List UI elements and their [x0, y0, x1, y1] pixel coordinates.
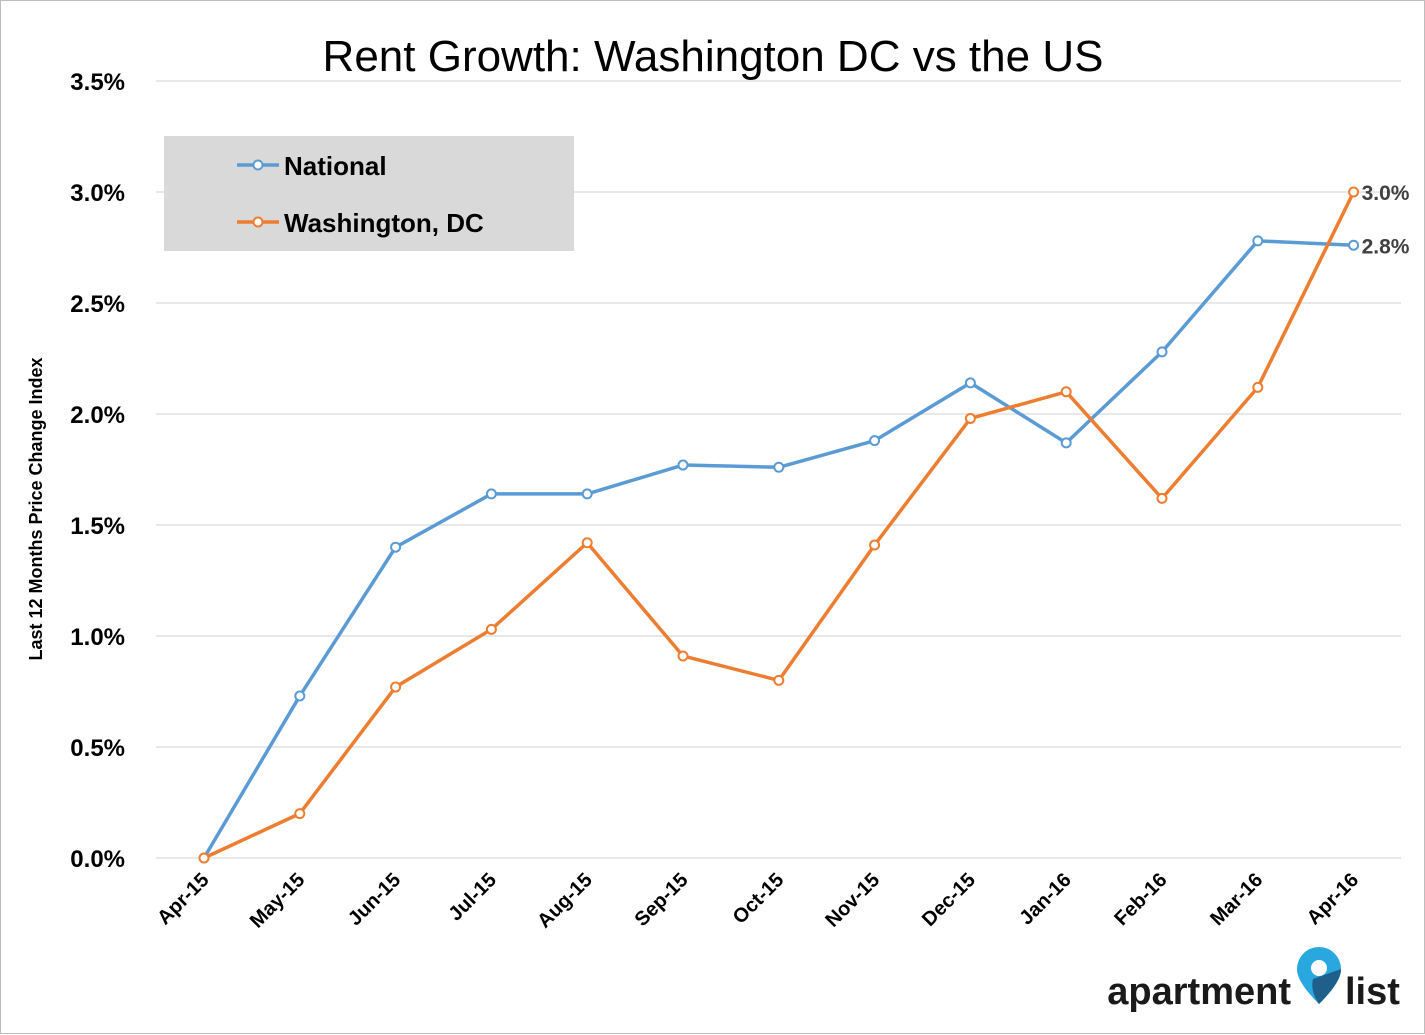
y-tick-label: 3.5% — [70, 69, 125, 96]
data-label-national: 2.8% — [1362, 235, 1410, 258]
data-point-washington-dc — [1156, 492, 1168, 504]
legend-label-national: National — [284, 151, 387, 181]
y-axis-label: Last 12 Months Price Change Index — [26, 357, 46, 660]
data-point-national — [677, 459, 689, 471]
x-tick-label: Sep-15 — [631, 869, 693, 931]
x-tick-label: Jan-16 — [1015, 869, 1075, 929]
data-point-washington-dc — [294, 808, 306, 820]
data-point-national — [869, 435, 881, 447]
data-point-washington-dc — [869, 539, 881, 551]
y-tick-label: 2.5% — [70, 291, 125, 318]
y-tick-label: 0.0% — [70, 846, 125, 873]
data-point-washington-dc — [1252, 381, 1264, 393]
legend-marker-national — [252, 159, 264, 171]
data-point-washington-dc — [677, 650, 689, 662]
y-tick-label: 0.5% — [70, 735, 125, 762]
logo-text-list: list — [1345, 971, 1400, 1013]
data-point-national — [1156, 346, 1168, 358]
series-group: 2.8% 3.0% — [198, 182, 1410, 864]
series-line-national — [202, 239, 1354, 859]
data-point-national — [390, 541, 402, 553]
legend-background — [164, 136, 574, 251]
data-point-national — [1060, 437, 1072, 449]
data-point-national — [581, 488, 593, 500]
data-point-national — [964, 377, 976, 389]
legend-label-washington-dc: Washington, DC — [284, 208, 484, 238]
x-tick-label: Oct-15 — [729, 869, 789, 929]
data-point-washington-dc — [390, 681, 402, 693]
data-point-washington-dc — [1348, 186, 1360, 198]
y-tick-label: 1.0% — [70, 624, 125, 651]
data-point-national — [485, 488, 497, 500]
x-axis-ticks: Apr-15 May-15 Jun-15 Jul-15 Aug-15 Sep-15 Oct-… — [153, 869, 1363, 933]
y-axis-ticks: 0.0% 0.5% 1.0% 1.5% 2.0% 2.5% 3.0% 3.5% — [70, 69, 125, 873]
x-tick-label: Aug-15 — [533, 869, 596, 932]
data-point-national — [294, 690, 306, 702]
x-tick-label: Dec-15 — [918, 869, 980, 931]
legend: National Washington, DC — [164, 136, 574, 251]
data-point-washington-dc — [1060, 386, 1072, 398]
x-tick-label: May-15 — [246, 869, 310, 933]
y-tick-label: 2.0% — [70, 402, 125, 429]
data-point-national — [773, 461, 785, 473]
x-tick-label: Apr-15 — [153, 869, 213, 929]
chart-title: Rent Growth: Washington DC vs the US — [323, 32, 1104, 81]
x-tick-label: Jun-15 — [344, 869, 405, 930]
data-point-washington-dc — [485, 623, 497, 635]
map-pin-shade — [1312, 969, 1341, 1004]
data-point-washington-dc — [773, 674, 785, 686]
x-tick-label: Mar-16 — [1206, 869, 1267, 930]
data-point-national — [1348, 239, 1360, 251]
data-point-washington-dc — [198, 852, 210, 864]
x-tick-label: Nov-15 — [821, 869, 884, 932]
x-tick-label: Apr-16 — [1303, 869, 1363, 929]
y-tick-label: 1.5% — [70, 513, 125, 540]
y-tick-label: 3.0% — [70, 180, 125, 207]
map-pin-hole — [1311, 960, 1327, 976]
x-tick-label: Jul-15 — [444, 869, 500, 925]
data-point-washington-dc — [964, 412, 976, 424]
apartment-list-logo: apartment list — [1107, 947, 1400, 1013]
data-point-washington-dc — [581, 537, 593, 549]
logo-text-apartment: apartment — [1107, 971, 1291, 1013]
legend-marker-washington-dc — [252, 216, 264, 228]
x-tick-label: Feb-16 — [1110, 869, 1171, 930]
data-point-national — [1252, 235, 1264, 247]
data-label-washington-dc: 3.0% — [1362, 182, 1410, 205]
